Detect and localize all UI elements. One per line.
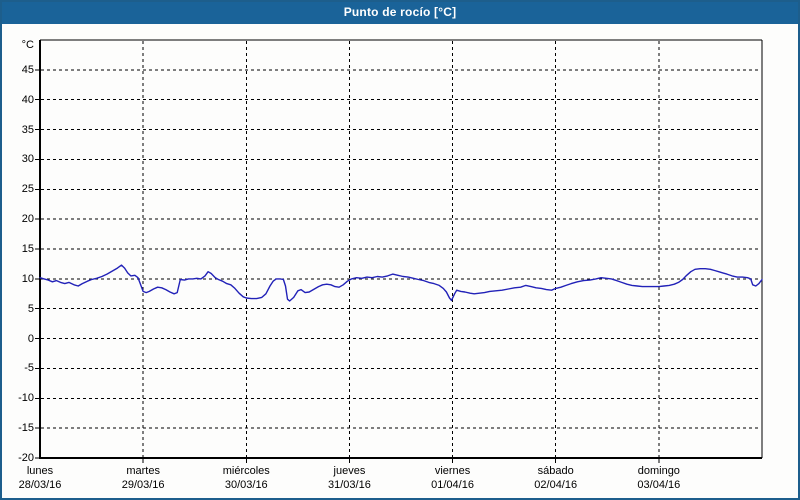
x-day-label: lunes 28/03/16 bbox=[0, 464, 92, 492]
x-day-name: martes bbox=[126, 465, 160, 477]
dew-point-series-line bbox=[39, 264, 763, 302]
x-day-name: miércoles bbox=[222, 465, 270, 477]
x-day-date: 01/04/16 bbox=[431, 479, 474, 491]
x-day-date: 28/03/16 bbox=[18, 479, 62, 491]
y-tick-label: -15 bbox=[18, 422, 34, 435]
x-day-name: sábado bbox=[537, 465, 574, 477]
chart-title-bar: Punto de rocío [°C] bbox=[0, 0, 800, 24]
y-tick-label: 25 bbox=[21, 183, 34, 196]
x-day-date: 02/04/16 bbox=[534, 479, 578, 491]
y-axis-unit-label: °C bbox=[21, 39, 34, 51]
x-day-date: 31/03/16 bbox=[328, 479, 371, 491]
x-day-date: 30/03/16 bbox=[224, 479, 268, 491]
y-tick-label: -20 bbox=[18, 452, 34, 464]
y-tick-label: 15 bbox=[21, 243, 34, 255]
x-day-label: miércoles 30/03/16 bbox=[194, 464, 298, 492]
x-day-name: domingo bbox=[637, 465, 680, 477]
x-day-name: jueves bbox=[333, 465, 366, 477]
y-tick-label: 45 bbox=[21, 63, 34, 76]
chart-title: Punto de rocío [°C] bbox=[343, 5, 457, 19]
y-tick-label: -5 bbox=[24, 362, 34, 375]
x-day-name: lunes bbox=[26, 465, 54, 477]
x-day-date: 29/03/16 bbox=[121, 479, 165, 491]
y-tick-label: 10 bbox=[21, 272, 34, 285]
x-day-label: sábado 02/04/16 bbox=[504, 464, 608, 492]
x-day-label: viernes 01/04/16 bbox=[401, 464, 505, 492]
x-day-label: domingo 03/04/16 bbox=[607, 464, 711, 492]
y-tick-label: 40 bbox=[21, 93, 34, 106]
y-tick-label: 30 bbox=[21, 153, 34, 166]
y-tick-label: 5 bbox=[27, 302, 34, 315]
x-day-name: viernes bbox=[434, 465, 471, 477]
x-day-label: jueves 31/03/16 bbox=[297, 464, 401, 492]
y-tick-label: 20 bbox=[21, 213, 34, 226]
y-tick-label: -10 bbox=[18, 392, 34, 405]
x-day-date: 03/04/16 bbox=[637, 479, 681, 491]
y-tick-label: 0 bbox=[27, 332, 34, 345]
y-tick-label: 35 bbox=[21, 123, 34, 136]
x-day-label: martes 29/03/16 bbox=[91, 464, 195, 492]
